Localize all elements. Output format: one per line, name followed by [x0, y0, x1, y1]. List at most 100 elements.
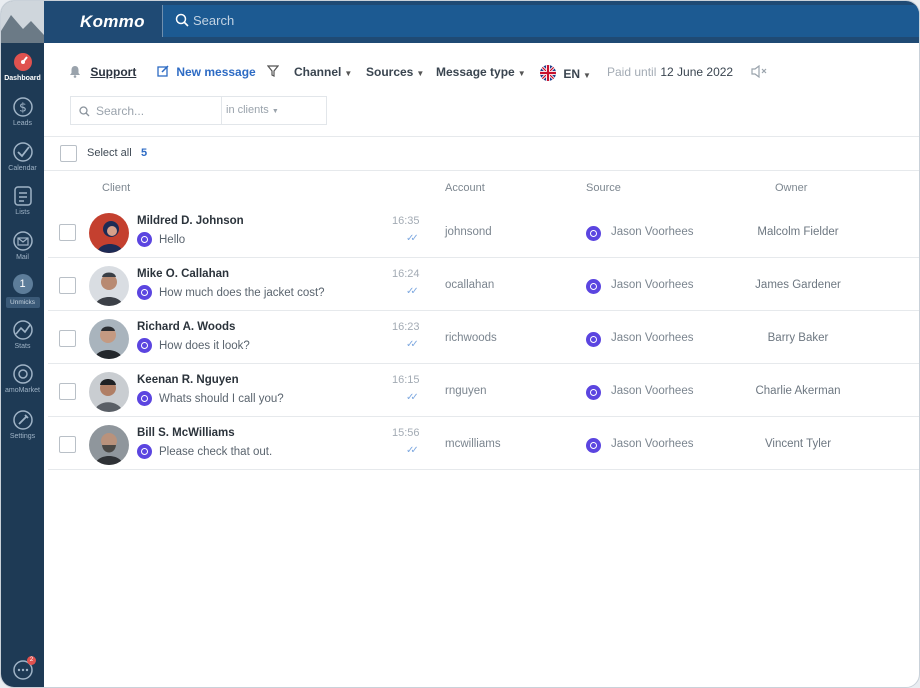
channel-icon [137, 232, 152, 247]
table-row[interactable]: Mike O. Callahan How much does the jacke… [48, 258, 919, 311]
new-message-label: New message [176, 65, 256, 79]
last-message: Whats should I call you? [159, 393, 284, 405]
column-header-client[interactable]: Client [102, 182, 131, 194]
row-checkbox[interactable] [59, 436, 76, 453]
client-name[interactable]: Mildred D. Johnson [137, 215, 244, 227]
table-row[interactable]: Mildred D. Johnson Hello 16:35 ✓✓ johnso… [48, 205, 919, 258]
read-check-icon: ✓✓ [406, 286, 419, 297]
read-check-icon: ✓✓ [406, 233, 419, 244]
search-input[interactable]: Search [193, 13, 235, 28]
row-checkbox[interactable] [59, 277, 76, 294]
message-time: 16:23 [392, 321, 420, 333]
column-header-account[interactable]: Account [445, 182, 485, 194]
last-message: Please check that out. [159, 446, 273, 458]
sidebar-item-leads[interactable]: $ Leads [1, 96, 44, 127]
chevron-down-icon: ▼ [344, 69, 353, 78]
message-time: 16:35 [392, 215, 420, 227]
search-scope-label: in clients [226, 104, 269, 116]
search-icon [79, 106, 90, 117]
account-name: mcwilliams [445, 438, 501, 450]
divider [44, 170, 919, 171]
search-scope-dropdown[interactable]: in clients ▼ [226, 104, 279, 116]
owner-name: Malcolm Fielder [757, 226, 839, 238]
support-link[interactable]: Support [69, 65, 136, 79]
source-name: Jason Voorhees [611, 385, 694, 397]
channel-icon [137, 444, 152, 459]
chat-notification-badge: 2 [27, 656, 36, 665]
sidebar-item-label: Stats [14, 343, 31, 350]
message-type-label: Message type [436, 65, 515, 79]
paid-until-date: 12 June 2022 [660, 65, 734, 79]
client-search-box[interactable]: Search... in clients ▼ [70, 96, 327, 125]
message-time: 16:24 [392, 268, 420, 280]
sidebar-item-lists[interactable]: Lists [1, 185, 44, 216]
channel-dropdown[interactable]: Channel ▼ [294, 65, 352, 79]
message-time: 16:15 [392, 374, 420, 386]
owner-name: James Gardener [755, 279, 841, 291]
sidebar-item-stats[interactable]: Stats [1, 319, 44, 350]
sidebar-item-label: Leads [12, 120, 33, 127]
row-checkbox[interactable] [59, 383, 76, 400]
select-all-checkbox[interactable] [60, 145, 77, 162]
market-icon [12, 364, 33, 384]
chevron-down-icon: ▼ [517, 69, 526, 78]
message-type-dropdown[interactable]: Message type ▼ [436, 65, 526, 79]
avatar [89, 372, 129, 412]
row-checkbox[interactable] [59, 224, 76, 241]
client-name[interactable]: Mike O. Callahan [137, 268, 230, 280]
owner-name: Charlie Akerman [755, 385, 841, 397]
sidebar-item-label: amoMarket [4, 387, 40, 394]
unread-count-badge: 1 [12, 274, 33, 294]
chat-button[interactable]: 2 [12, 656, 36, 681]
list-icon [13, 186, 32, 206]
account-name: ocallahan [445, 279, 495, 291]
sidebar-item-label: Lists [15, 209, 30, 216]
paid-until-info: Paid until 12 June 2022 [607, 65, 733, 79]
mute-button[interactable] [751, 64, 769, 81]
message-time: 15:56 [392, 427, 420, 439]
row-checkbox[interactable] [59, 330, 76, 347]
chevron-down-icon: ▼ [583, 71, 591, 80]
kommo-logo: Kommo [80, 12, 145, 31]
filter-icon [266, 65, 280, 77]
client-name[interactable]: Bill S. McWilliams [137, 427, 235, 439]
sidebar-item-unmicks[interactable]: 1 Unmicks [1, 274, 44, 308]
settings-icon [12, 410, 33, 430]
language-label: EN [563, 67, 581, 81]
filter-button[interactable] [266, 65, 280, 80]
global-search[interactable]: Search [162, 5, 919, 37]
read-check-icon: ✓✓ [406, 339, 419, 350]
dollar-icon: $ [12, 97, 33, 117]
avatar [89, 319, 129, 359]
uk-flag-icon [540, 65, 556, 81]
column-header-source[interactable]: Source [586, 182, 621, 194]
mail-icon [12, 231, 33, 251]
account-name: johnsond [445, 226, 492, 238]
sidebar-item-settings[interactable]: Settings [1, 409, 44, 440]
client-name[interactable]: Richard A. Woods [137, 321, 236, 333]
source-name: Jason Voorhees [611, 279, 694, 291]
sidebar-item-amomarket[interactable]: amoMarket [1, 363, 44, 394]
channel-icon [137, 338, 152, 353]
source-icon [586, 385, 601, 400]
source-icon [586, 226, 601, 241]
new-message-button[interactable]: New message [157, 65, 256, 79]
last-message: Hello [159, 234, 186, 246]
account-name: rnguyen [445, 385, 487, 397]
column-header-owner[interactable]: Owner [775, 182, 808, 194]
source-name: Jason Voorhees [611, 226, 694, 238]
language-dropdown[interactable]: EN ▼ [540, 65, 591, 81]
sidebar-item-calendar[interactable]: Calendar [1, 141, 44, 172]
sidebar-item-mail[interactable]: Mail [1, 230, 44, 261]
sidebar-item-dashboard[interactable]: Dashboard [1, 51, 44, 82]
table-row[interactable]: Richard A. Woods How does it look? 16:23… [48, 311, 919, 364]
dashboard-icon [13, 53, 32, 71]
client-name[interactable]: Keenan R. Nguyen [137, 374, 239, 386]
table-row[interactable]: Keenan R. Nguyen Whats should I call you… [48, 364, 919, 417]
sources-dropdown[interactable]: Sources ▼ [366, 65, 424, 79]
read-check-icon: ✓✓ [406, 392, 419, 403]
table-row[interactable]: Bill S. McWilliams Please check that out… [48, 417, 919, 470]
client-search-input[interactable]: Search... [96, 104, 145, 118]
source-icon [586, 279, 601, 294]
select-all-label: Select all [87, 147, 132, 159]
